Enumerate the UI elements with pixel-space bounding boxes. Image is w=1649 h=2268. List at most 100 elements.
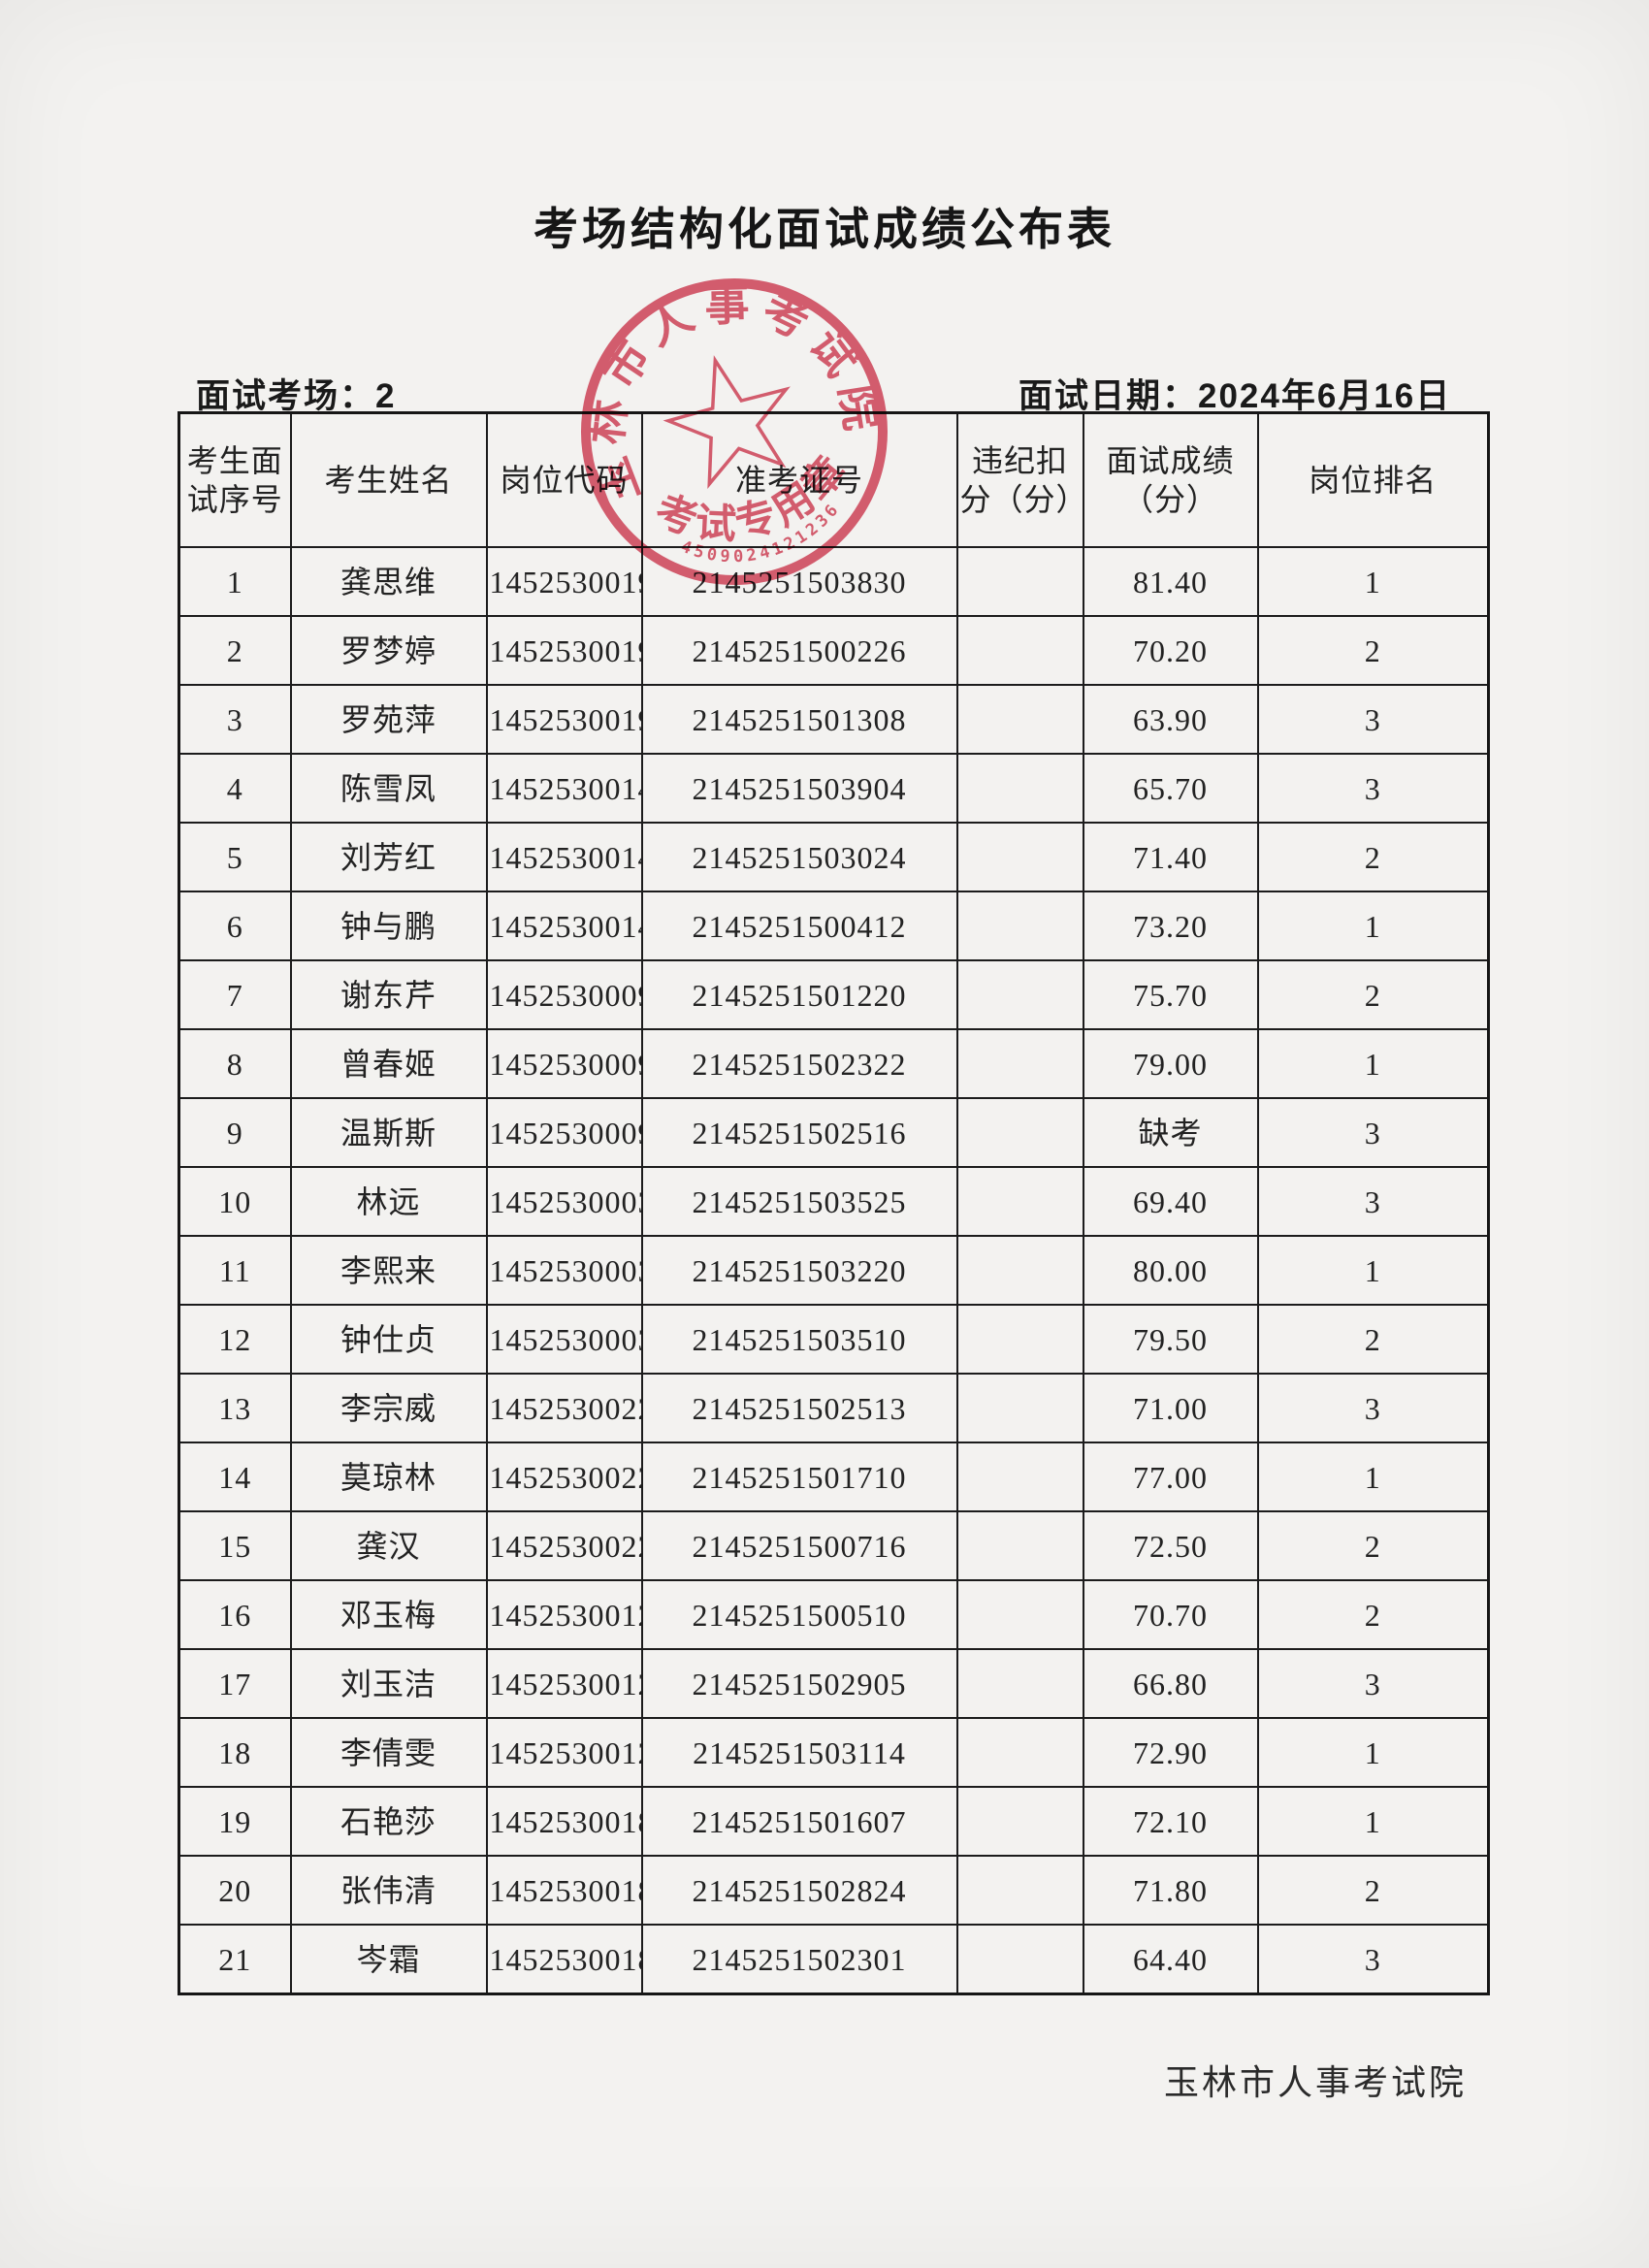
table-row: 16 邓玉梅 1452530012 2145251500510 70.70 2	[178, 1579, 1490, 1650]
table-cell	[955, 1579, 1084, 1650]
table-cell: 1	[178, 546, 292, 617]
table-cell: 8	[178, 1028, 292, 1099]
table-cell: 71.40	[1082, 822, 1259, 892]
table-cell: 1452530003	[485, 1235, 643, 1306]
table-cell: 20	[178, 1855, 292, 1926]
table-cell: 罗苑萍	[289, 684, 488, 755]
table-cell: 龚汉	[289, 1510, 488, 1581]
table-cell: 3	[1256, 684, 1490, 755]
table-cell: 2145251500716	[640, 1510, 958, 1581]
table-cell: 1452530014	[485, 822, 643, 892]
table-row: 10 林远 1452530003 2145251503525 69.40 3	[178, 1166, 1490, 1237]
table-cell: 邓玉梅	[289, 1579, 488, 1650]
table-cell: 17	[178, 1648, 292, 1719]
table-row: 8 曾春姬 1452530009 2145251502322 79.00 1	[178, 1028, 1490, 1099]
table-cell: 2145251502824	[640, 1855, 958, 1926]
table-cell: 79.50	[1082, 1304, 1259, 1375]
table-cell: 73.20	[1082, 891, 1259, 961]
table-cell	[955, 1235, 1084, 1306]
table-cell: 岑霜	[289, 1924, 488, 1995]
table-cell: 罗梦婷	[289, 615, 488, 686]
table-cell: 1452530018	[485, 1786, 643, 1857]
table-cell: 80.00	[1082, 1235, 1259, 1306]
table-cell: 1452530012	[485, 1579, 643, 1650]
table-row: 11 李熙来 1452530003 2145251503220 80.00 1	[178, 1235, 1490, 1306]
table-cell: 2145251501220	[640, 959, 958, 1030]
table-cell: 钟仕贞	[289, 1304, 488, 1375]
table-cell	[955, 1166, 1084, 1237]
table-row: 14 莫琼林 1452530022 2145251501710 77.00 1	[178, 1442, 1490, 1512]
table-cell: 谢东芹	[289, 959, 488, 1030]
table-cell	[955, 1442, 1084, 1512]
table-cell: 1452530014	[485, 891, 643, 961]
column-header: 岗位排名	[1256, 411, 1490, 548]
table-cell: 2	[1256, 959, 1490, 1030]
table-cell: 1452530012	[485, 1648, 643, 1719]
table-cell: 70.70	[1082, 1579, 1259, 1650]
table-cell: 2145251503510	[640, 1304, 958, 1375]
table-cell: 4	[178, 753, 292, 824]
table-cell: 2145251503220	[640, 1235, 958, 1306]
table-cell	[955, 1924, 1084, 1995]
table-cell: 1452530019	[485, 684, 643, 755]
table-cell: 2145251500412	[640, 891, 958, 961]
table-cell: 1452530018	[485, 1924, 643, 1995]
table-cell: 3	[1256, 1924, 1490, 1995]
table-row: 19 石艳莎 1452530018 2145251501607 72.10 1	[178, 1786, 1490, 1857]
table-cell	[955, 1717, 1084, 1788]
table-cell: 2	[1256, 1579, 1490, 1650]
table-row: 5 刘芳红 1452530014 2145251503024 71.40 2	[178, 822, 1490, 892]
table-cell	[955, 615, 1084, 686]
table-cell: 莫琼林	[289, 1442, 488, 1512]
table-cell: 2	[1256, 615, 1490, 686]
table-cell: 65.70	[1082, 753, 1259, 824]
table-cell: 3	[1256, 1097, 1490, 1168]
table-cell: 1452530014	[485, 753, 643, 824]
table-cell: 2145251500226	[640, 615, 958, 686]
table-row: 13 李宗威 1452530022 2145251502513 71.00 3	[178, 1373, 1490, 1443]
table-cell: 79.00	[1082, 1028, 1259, 1099]
interview-date-label: 面试日期：2024年6月16日	[1018, 377, 1452, 415]
table-cell: 2145251503114	[640, 1717, 958, 1788]
table-cell	[955, 1855, 1084, 1926]
table-row: 18 李倩雯 1452530012 2145251503114 72.90 1	[178, 1717, 1490, 1788]
table-row: 2 罗梦婷 1452530019 2145251500226 70.20 2	[178, 615, 1490, 686]
table-cell: 2145251501607	[640, 1786, 958, 1857]
table-cell: 71.80	[1082, 1855, 1259, 1926]
table-cell: 2145251501710	[640, 1442, 958, 1512]
table-cell: 7	[178, 959, 292, 1030]
table-cell: 9	[178, 1097, 292, 1168]
table-cell: 1452530022	[485, 1442, 643, 1512]
table-cell: 2	[1256, 822, 1490, 892]
table-cell: 3	[1256, 1648, 1490, 1719]
table-cell	[955, 1028, 1084, 1099]
table-cell	[955, 1097, 1084, 1168]
table-cell: 2	[1256, 1510, 1490, 1581]
table-cell: 11	[178, 1235, 292, 1306]
table-cell: 2145251503024	[640, 822, 958, 892]
page-title: 考场结构化面试成绩公布表	[534, 204, 1116, 254]
table-cell: 2145251503904	[640, 753, 958, 824]
table-cell: 64.40	[1082, 1924, 1259, 1995]
table-cell	[955, 1304, 1084, 1375]
table-cell: 李熙来	[289, 1235, 488, 1306]
table-cell: 2	[1256, 1304, 1490, 1375]
table-cell: 2145251503830	[640, 546, 958, 617]
table-cell	[955, 1648, 1084, 1719]
table-cell: 1	[1256, 1028, 1490, 1099]
table-cell: 1	[1256, 1442, 1490, 1512]
score-table-body: 1 龚思维 1452530019 2145251503830 81.40 1 2 罗梦婷 145…	[178, 546, 1490, 1995]
table-cell: 1452530022	[485, 1373, 643, 1443]
table-row: 3 罗苑萍 1452530019 2145251501308 63.90 3	[178, 684, 1490, 755]
table-cell: 2145251503525	[640, 1166, 958, 1237]
table-cell: 21	[178, 1924, 292, 1995]
table-cell: 钟与鹏	[289, 891, 488, 961]
table-cell: 1452530012	[485, 1717, 643, 1788]
table-cell: 刘芳红	[289, 822, 488, 892]
table-cell	[955, 684, 1084, 755]
table-cell: 2145251502301	[640, 1924, 958, 1995]
table-cell: 3	[1256, 1166, 1490, 1237]
table-cell: 2145251501308	[640, 684, 958, 755]
table-cell	[955, 891, 1084, 961]
column-header: 考生姓名	[289, 411, 488, 548]
